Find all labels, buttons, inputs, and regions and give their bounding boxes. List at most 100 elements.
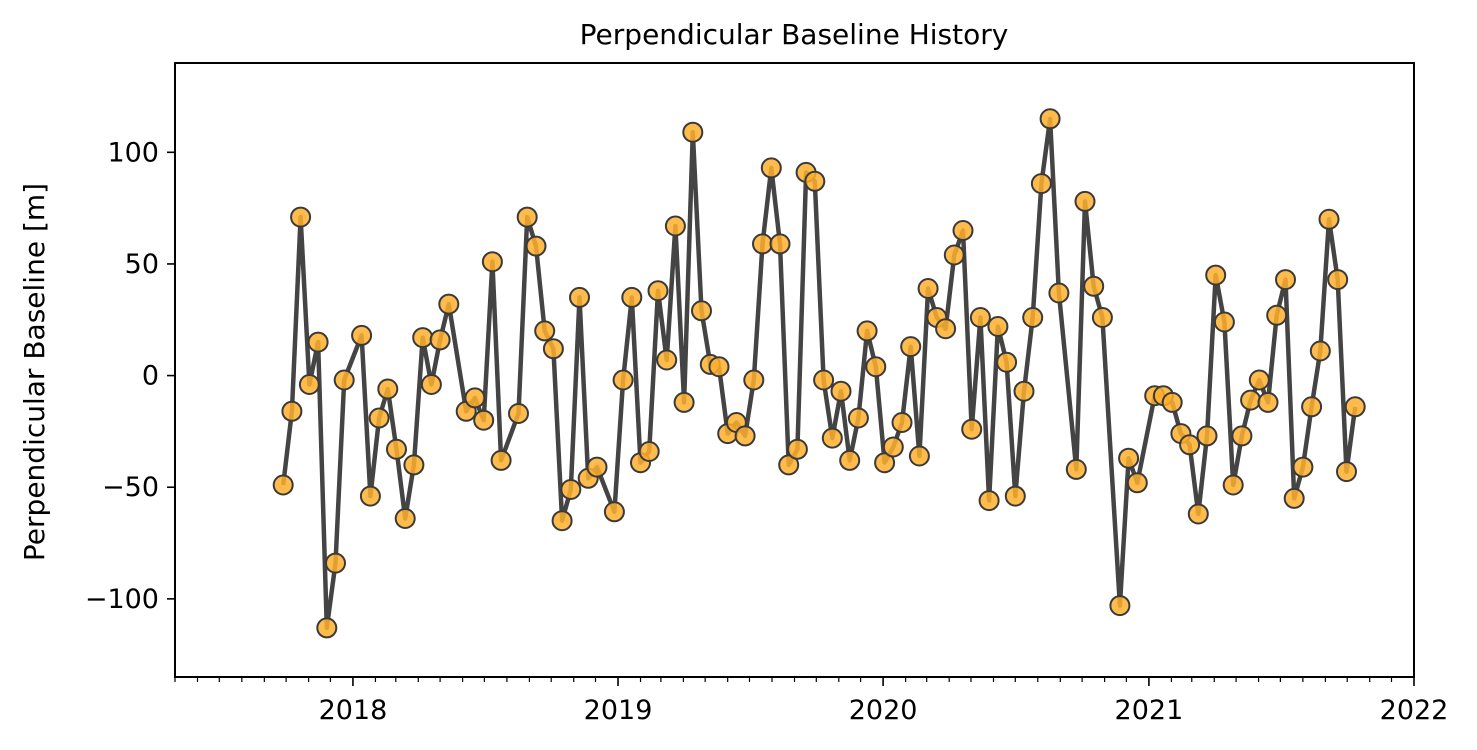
- data-point: [1022, 307, 1044, 328]
- data-point: [1222, 474, 1244, 496]
- data-point: [569, 286, 590, 308]
- data-point: [1039, 108, 1061, 130]
- data-point: [865, 356, 887, 378]
- data-point: [882, 436, 904, 458]
- data-point: [1118, 447, 1140, 469]
- data-point: [821, 427, 843, 449]
- data-point: [943, 244, 965, 266]
- data-point: [647, 280, 669, 302]
- data-point: [847, 407, 869, 429]
- data-point: [1266, 304, 1288, 326]
- data-point: [1161, 391, 1183, 413]
- data-point: [760, 157, 782, 179]
- data-point: [603, 501, 625, 523]
- x-tick-label: 2018: [319, 695, 388, 726]
- data-point: [542, 338, 564, 360]
- data-point: [978, 490, 1000, 512]
- data-point: [682, 121, 704, 143]
- x-tick-label: 2021: [1115, 695, 1184, 726]
- data-point: [1013, 380, 1035, 402]
- data-point: [377, 378, 399, 400]
- data-point: [1248, 369, 1270, 391]
- data-point: [1327, 269, 1349, 291]
- data-point: [403, 454, 425, 476]
- data-point: [786, 438, 808, 460]
- data-point: [935, 318, 957, 340]
- data-point: [586, 456, 608, 478]
- data-point: [281, 400, 303, 422]
- data-point: [1179, 434, 1201, 456]
- x-tick-label: 2020: [849, 695, 918, 726]
- data-point: [359, 485, 381, 507]
- data-point: [1257, 391, 1279, 413]
- y-tick-label: 100: [107, 137, 159, 168]
- data-point: [272, 474, 294, 496]
- data-point: [429, 329, 451, 351]
- data-point: [1109, 595, 1131, 617]
- data-point: [891, 412, 913, 433]
- data-point: [1030, 173, 1052, 195]
- data-point: [1048, 282, 1070, 304]
- data-point: [1205, 264, 1227, 286]
- data-point: [1301, 396, 1323, 418]
- data-point: [778, 454, 800, 476]
- data-point: [1004, 485, 1026, 507]
- chart-title: Perpendicular Baseline History: [580, 18, 1009, 51]
- y-tick-label: 0: [142, 361, 159, 392]
- data-point: [1126, 472, 1148, 494]
- data-point: [900, 336, 922, 358]
- data-point: [325, 552, 346, 574]
- data-point: [1213, 311, 1235, 333]
- data-point: [1074, 190, 1096, 212]
- data-point: [316, 617, 338, 639]
- data-point: [743, 369, 765, 391]
- data-point: [1309, 340, 1331, 362]
- y-tick-label: −100: [85, 584, 159, 615]
- data-point: [473, 409, 495, 431]
- data-point: [560, 479, 582, 500]
- data-point: [664, 215, 686, 237]
- data-point: [987, 316, 1009, 337]
- data-point: [386, 438, 407, 460]
- data-point: [804, 170, 826, 192]
- data-point: [508, 403, 529, 424]
- data-point: [1187, 503, 1209, 525]
- data-point: [464, 387, 486, 409]
- data-point: [490, 449, 512, 471]
- data-point: [551, 510, 573, 532]
- data-point: [516, 206, 538, 228]
- data-point: [1292, 456, 1314, 478]
- x-tick-label: 2019: [584, 695, 653, 726]
- data-point: [298, 374, 320, 395]
- data-point: [612, 369, 634, 391]
- data-point: [1283, 487, 1305, 509]
- data-point: [917, 278, 939, 299]
- data-point: [394, 508, 416, 529]
- data-point: [839, 449, 861, 471]
- y-tick-label: 50: [125, 249, 159, 280]
- data-point: [1344, 396, 1366, 418]
- data-point: [769, 233, 791, 255]
- data-point: [333, 369, 355, 391]
- data-point: [856, 320, 878, 342]
- data-point: [368, 407, 390, 429]
- data-point: [621, 286, 643, 308]
- data-point: [908, 445, 930, 467]
- data-point: [996, 351, 1018, 373]
- data-point: [874, 452, 896, 474]
- data-point: [1231, 425, 1253, 447]
- data-point: [1083, 275, 1105, 297]
- data-point: [691, 300, 712, 322]
- data-point: [961, 418, 983, 440]
- data-point: [420, 374, 442, 395]
- data-point: [1275, 269, 1296, 291]
- plot-frame: [174, 62, 1415, 678]
- data-point: [1336, 461, 1357, 483]
- data-point: [307, 331, 329, 353]
- data-point: [638, 441, 660, 462]
- data-point: [830, 380, 852, 402]
- data-point: [534, 320, 556, 342]
- y-axis-label: Perpendicular Baseline [m]: [18, 183, 51, 561]
- data-point: [525, 235, 547, 257]
